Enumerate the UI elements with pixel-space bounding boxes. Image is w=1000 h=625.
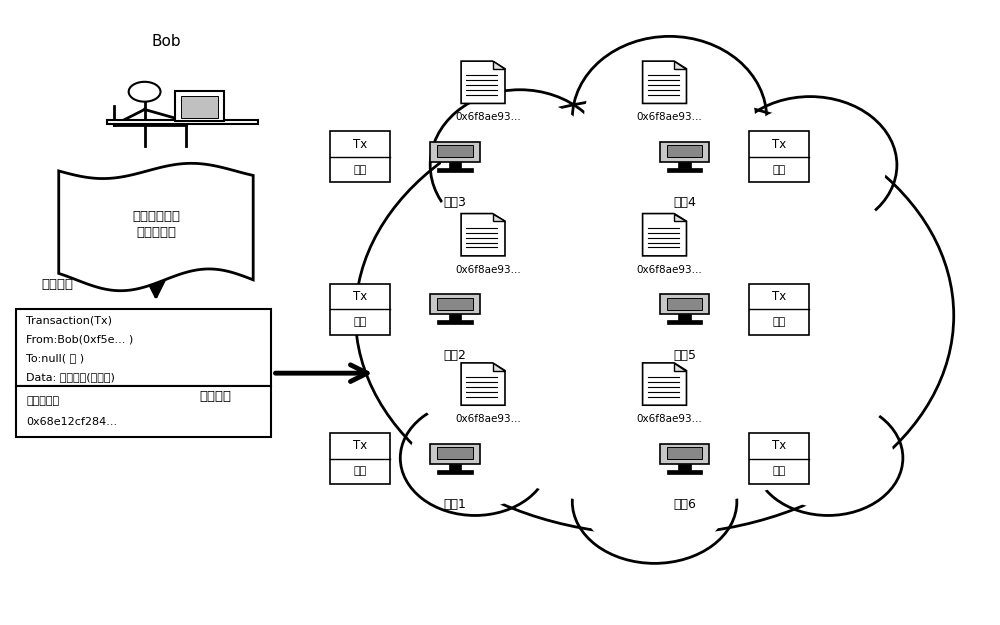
Circle shape bbox=[129, 82, 161, 102]
Ellipse shape bbox=[753, 401, 903, 516]
Text: 0x68e12cf284...: 0x68e12cf284... bbox=[26, 417, 117, 427]
Text: Tx: Tx bbox=[772, 439, 786, 452]
Bar bbox=[749, 284, 809, 335]
Polygon shape bbox=[493, 363, 505, 371]
Text: 数字签名：: 数字签名： bbox=[26, 396, 59, 406]
Text: 节灹6: 节灹6 bbox=[673, 498, 696, 511]
Ellipse shape bbox=[572, 36, 767, 201]
Bar bbox=[660, 142, 709, 162]
Polygon shape bbox=[461, 214, 505, 256]
Bar bbox=[449, 314, 461, 321]
Polygon shape bbox=[59, 163, 253, 291]
Bar bbox=[107, 120, 258, 124]
Bar bbox=[667, 168, 702, 172]
Polygon shape bbox=[674, 61, 686, 69]
Bar bbox=[437, 168, 473, 172]
Polygon shape bbox=[493, 214, 505, 221]
Text: Tx: Tx bbox=[772, 290, 786, 303]
Text: 发送交易: 发送交易 bbox=[200, 390, 232, 403]
Polygon shape bbox=[674, 363, 686, 371]
Bar bbox=[16, 309, 271, 386]
Ellipse shape bbox=[723, 97, 897, 234]
Text: 签名: 签名 bbox=[354, 466, 367, 476]
Text: Bob: Bob bbox=[151, 34, 181, 49]
Bar bbox=[749, 131, 809, 182]
Bar bbox=[437, 470, 473, 474]
Bar bbox=[430, 444, 480, 464]
Text: 节灹3: 节灹3 bbox=[444, 196, 467, 209]
Text: 签名: 签名 bbox=[773, 466, 786, 476]
Ellipse shape bbox=[584, 46, 755, 191]
Polygon shape bbox=[674, 214, 686, 221]
Bar bbox=[430, 142, 480, 162]
Bar bbox=[667, 298, 702, 310]
Bar bbox=[449, 464, 461, 470]
Bar bbox=[437, 145, 473, 158]
Polygon shape bbox=[461, 363, 505, 405]
Ellipse shape bbox=[400, 401, 550, 516]
Text: 0x6f8ae93...: 0x6f8ae93... bbox=[637, 264, 702, 274]
Bar bbox=[678, 464, 691, 470]
Text: Transaction(Tx): Transaction(Tx) bbox=[26, 316, 112, 326]
Ellipse shape bbox=[409, 408, 541, 509]
Ellipse shape bbox=[430, 90, 610, 241]
Ellipse shape bbox=[582, 448, 727, 556]
Bar bbox=[667, 321, 702, 324]
Bar bbox=[660, 294, 709, 314]
Text: 节灹1: 节灹1 bbox=[444, 498, 467, 511]
Text: 的智能合约: 的智能合约 bbox=[136, 226, 176, 239]
Bar bbox=[678, 162, 691, 168]
Bar bbox=[667, 447, 702, 459]
Bar bbox=[175, 91, 224, 121]
Text: 节灹4: 节灹4 bbox=[673, 196, 696, 209]
Text: 节灹2: 节灹2 bbox=[444, 349, 467, 362]
Text: To:null( 空 ): To:null( 空 ) bbox=[26, 353, 84, 363]
Polygon shape bbox=[643, 61, 686, 103]
Text: From:Bob(0xf5e... ): From:Bob(0xf5e... ) bbox=[26, 334, 134, 344]
Bar bbox=[330, 284, 390, 335]
Ellipse shape bbox=[441, 99, 599, 231]
Bar bbox=[749, 433, 809, 484]
Polygon shape bbox=[643, 363, 686, 405]
Bar bbox=[437, 321, 473, 324]
Text: 创建交易: 创建交易 bbox=[41, 278, 73, 291]
Ellipse shape bbox=[734, 105, 886, 225]
Ellipse shape bbox=[572, 440, 737, 563]
Bar bbox=[330, 131, 390, 182]
Ellipse shape bbox=[355, 97, 954, 534]
Bar bbox=[678, 314, 691, 321]
Ellipse shape bbox=[391, 123, 918, 508]
Bar bbox=[449, 162, 461, 168]
Text: Tx: Tx bbox=[353, 138, 368, 151]
Text: 签名: 签名 bbox=[354, 165, 367, 175]
Text: 签名: 签名 bbox=[354, 317, 367, 327]
Polygon shape bbox=[493, 61, 505, 69]
Ellipse shape bbox=[762, 408, 894, 509]
Text: 0x6f8ae93...: 0x6f8ae93... bbox=[455, 264, 521, 274]
Bar bbox=[181, 96, 218, 118]
Text: 0x6f8ae93...: 0x6f8ae93... bbox=[455, 414, 521, 424]
Polygon shape bbox=[461, 61, 505, 103]
Text: Tx: Tx bbox=[353, 439, 368, 452]
Text: 高级语言编写: 高级语言编写 bbox=[132, 209, 180, 222]
Bar bbox=[667, 470, 702, 474]
Bar bbox=[330, 433, 390, 484]
Text: Tx: Tx bbox=[772, 138, 786, 151]
Text: 签名: 签名 bbox=[773, 317, 786, 327]
Text: Tx: Tx bbox=[353, 290, 368, 303]
Text: 0x6f8ae93...: 0x6f8ae93... bbox=[637, 112, 702, 122]
Bar bbox=[437, 298, 473, 310]
Bar bbox=[660, 444, 709, 464]
Text: 签名: 签名 bbox=[773, 165, 786, 175]
Polygon shape bbox=[643, 214, 686, 256]
Text: 0x6f8ae93...: 0x6f8ae93... bbox=[455, 112, 521, 122]
Bar bbox=[16, 386, 271, 437]
Text: 节灹5: 节灹5 bbox=[673, 349, 696, 362]
Text: 0x6f8ae93...: 0x6f8ae93... bbox=[637, 414, 702, 424]
Text: Data: 合约代码(字节码): Data: 合约代码(字节码) bbox=[26, 372, 115, 382]
Bar bbox=[667, 145, 702, 158]
Bar bbox=[430, 294, 480, 314]
Bar bbox=[437, 447, 473, 459]
